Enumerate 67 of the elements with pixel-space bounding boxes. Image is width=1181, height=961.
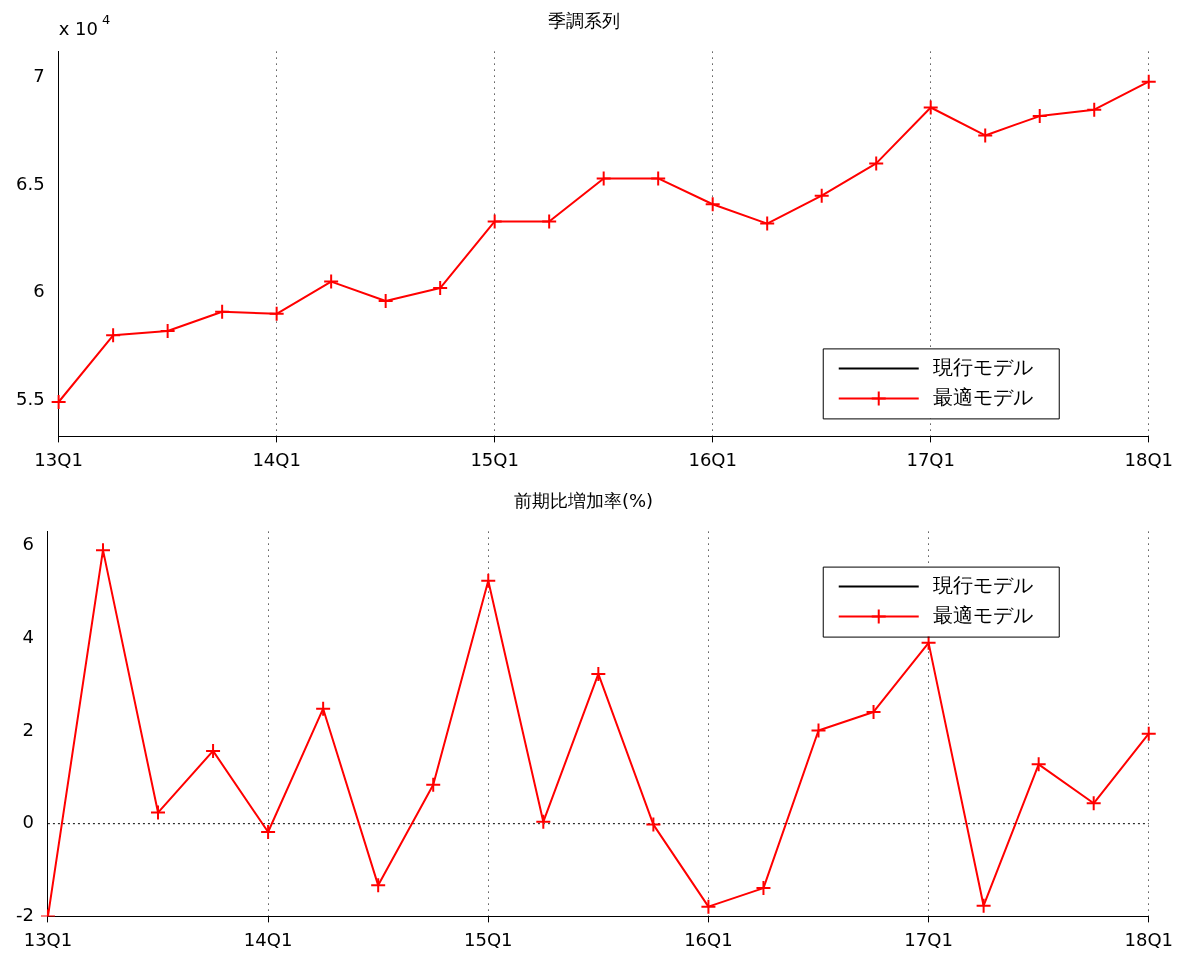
x-tick-label: 18Q1: [1124, 928, 1173, 950]
point: [704, 196, 721, 213]
point: [1031, 108, 1048, 125]
y-tick-label: 4: [22, 625, 34, 647]
x-tick-label: 13Q1: [34, 448, 83, 470]
point: [370, 877, 387, 894]
x-tick-label: 14Q1: [243, 928, 293, 950]
point: [975, 897, 992, 914]
y-tick-label: 7: [33, 65, 45, 87]
point: [590, 665, 607, 682]
point: [377, 292, 394, 309]
point: [813, 187, 830, 204]
y-tick-label: 6.5: [15, 172, 45, 194]
y-tick-label: 6: [33, 280, 45, 302]
legend-label: 現行モデル: [932, 354, 1033, 379]
point: [865, 703, 882, 720]
point: [759, 215, 776, 232]
point: [1140, 725, 1157, 742]
point: [150, 804, 167, 821]
point: [868, 155, 885, 172]
x-tick-label: 13Q1: [23, 928, 73, 950]
point: [1086, 101, 1103, 118]
point: [315, 700, 332, 717]
point: [645, 816, 662, 833]
chart-title: 季調系列: [547, 10, 620, 32]
point: [94, 542, 111, 559]
point: [323, 273, 340, 290]
point: [105, 327, 122, 344]
point: [977, 127, 994, 144]
point: [541, 213, 558, 230]
point: [205, 742, 222, 759]
x-tick-label: 16Q1: [688, 448, 737, 470]
point: [425, 776, 442, 793]
point: [810, 722, 827, 739]
point: [159, 323, 176, 340]
point: [268, 305, 285, 322]
x-tick-label: 18Q1: [1124, 448, 1173, 470]
legend-label: 最適モデル: [932, 384, 1033, 409]
point: [922, 99, 939, 116]
point: [1030, 756, 1047, 773]
point: [650, 170, 667, 187]
point: [432, 280, 449, 297]
x-tick-label: 17Q1: [906, 448, 955, 470]
legend-label: 最適モデル: [932, 602, 1033, 627]
legend-label: 現行モデル: [932, 572, 1033, 597]
y-tick-label: 2: [22, 718, 34, 740]
x-tick-label: 15Q1: [464, 928, 513, 950]
y-tick-label: 6: [22, 533, 34, 555]
x-tick-label: 17Q1: [904, 928, 953, 950]
point: [480, 572, 497, 589]
x-tick-label: 16Q1: [684, 928, 733, 950]
point: [486, 213, 503, 230]
point: [50, 394, 67, 410]
point: [755, 880, 772, 897]
point: [1140, 73, 1157, 90]
point: [1085, 795, 1102, 812]
point: [595, 170, 612, 187]
point: [214, 303, 231, 320]
point: [535, 813, 552, 830]
x-tick-label: 14Q1: [252, 448, 301, 470]
x-tick-label: 15Q1: [470, 448, 519, 470]
y-tick-label: 0: [22, 811, 34, 833]
y-tick-label: 5.5: [15, 387, 45, 409]
point: [700, 898, 717, 915]
chart-title: 前期比増加率(%): [513, 490, 654, 512]
y-tick-label: -2: [15, 904, 34, 926]
point: [260, 824, 277, 841]
